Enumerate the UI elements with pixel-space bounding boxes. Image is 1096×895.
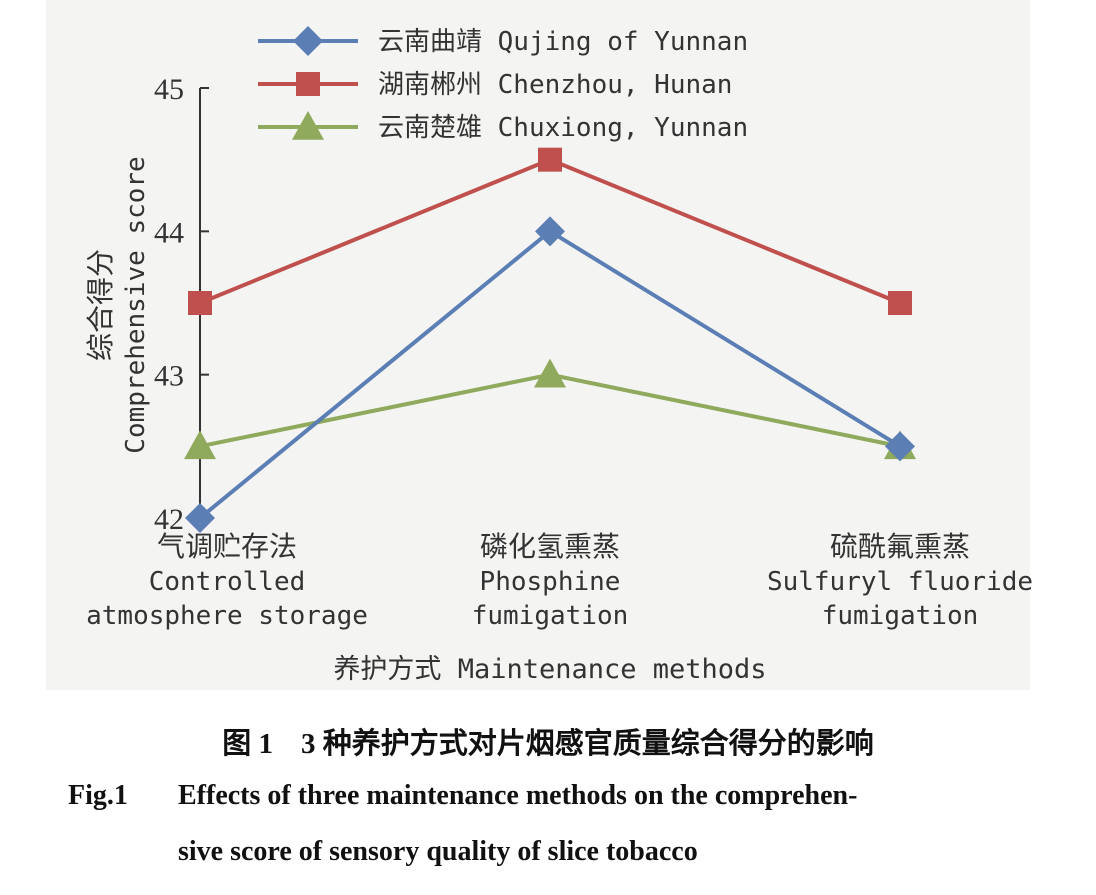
x-tick-label-cn: 磷化氢熏蒸 bbox=[480, 531, 620, 563]
series-square bbox=[188, 147, 912, 315]
y-tick-label: 44 bbox=[154, 216, 184, 249]
x-tick-label-en: fumigation bbox=[472, 601, 629, 631]
y-axis-title-en: Comprehensive score bbox=[121, 156, 151, 453]
figure-caption-chinese: 图 1 3 种养护方式对片烟感官质量综合得分的影响 bbox=[0, 720, 1096, 762]
y-tick-label: 45 bbox=[154, 73, 184, 106]
legend-entry: 云南曲靖 Qujing of Yunnan bbox=[258, 26, 748, 57]
caption-en-line2: sive score of sensory quality of slice t… bbox=[178, 836, 698, 867]
data-point bbox=[534, 358, 566, 388]
data-point bbox=[885, 431, 915, 462]
data-point bbox=[184, 430, 216, 460]
legend-entry: 云南楚雄 Chuxiong, Yunnan bbox=[258, 111, 748, 143]
x-tick-label-en: fumigation bbox=[822, 601, 979, 631]
y-axis-title: 综合得分 Comprehensive score bbox=[85, 156, 151, 453]
x-tick-label-en: Phosphine bbox=[480, 567, 621, 597]
legend-label: 湖南郴州 Chenzhou, Hunan bbox=[378, 70, 732, 100]
x-tick-label-en: atmosphere storage bbox=[86, 601, 368, 631]
legend-marker bbox=[296, 72, 320, 96]
caption-en-line1: Effects of three maintenance methods on … bbox=[178, 780, 858, 811]
x-axis-title: 养护方式 Maintenance methods bbox=[333, 654, 766, 685]
x-tick-label-en: Sulfuryl fluoride bbox=[767, 567, 1033, 597]
legend-marker bbox=[293, 26, 323, 56]
axis-labels: 综合得分 Comprehensive score 气调贮存法 Controlled at… bbox=[85, 156, 1033, 685]
caption-cn-number: 图 1 bbox=[222, 728, 273, 760]
legend: 云南曲靖 Qujing of Yunnan 湖南郴州 Chenzhou, Huna… bbox=[258, 26, 748, 143]
chart-panel bbox=[46, 0, 1030, 690]
y-axis-title-cn: 综合得分 bbox=[85, 249, 117, 361]
caption-cn-text: 3 种养护方式对片烟感官质量综合得分的影响 bbox=[301, 728, 874, 760]
data-point bbox=[888, 291, 912, 315]
legend-marker bbox=[292, 111, 324, 140]
legend-label: 云南楚雄 Chuxiong, Yunnan bbox=[378, 113, 748, 143]
series-triangle bbox=[184, 358, 916, 460]
caption-en-number: Fig.1 bbox=[68, 780, 128, 811]
series-layer bbox=[184, 147, 916, 533]
legend-entry: 湖南郴州 Chenzhou, Hunan bbox=[258, 70, 732, 100]
data-point bbox=[188, 291, 212, 315]
data-point bbox=[538, 147, 562, 172]
line-chart: 42 43 44 45 云南曲靖 Qujing of Yunnan 湖南郴州 Chenz… bbox=[85, 26, 1033, 685]
x-tick-label-en: Controlled bbox=[149, 567, 306, 597]
axes: 42 43 44 45 bbox=[154, 73, 209, 536]
x-tick-label-cn: 硫酰氟熏蒸 bbox=[830, 531, 970, 563]
y-tick-label: 43 bbox=[154, 360, 184, 393]
x-tick-label-cn: 气调贮存法 bbox=[157, 531, 297, 563]
series-diamond bbox=[185, 216, 915, 533]
y-tick-label: 42 bbox=[154, 503, 184, 536]
data-point bbox=[185, 503, 215, 533]
data-point bbox=[535, 216, 565, 247]
legend-label: 云南曲靖 Qujing of Yunnan bbox=[378, 27, 748, 57]
